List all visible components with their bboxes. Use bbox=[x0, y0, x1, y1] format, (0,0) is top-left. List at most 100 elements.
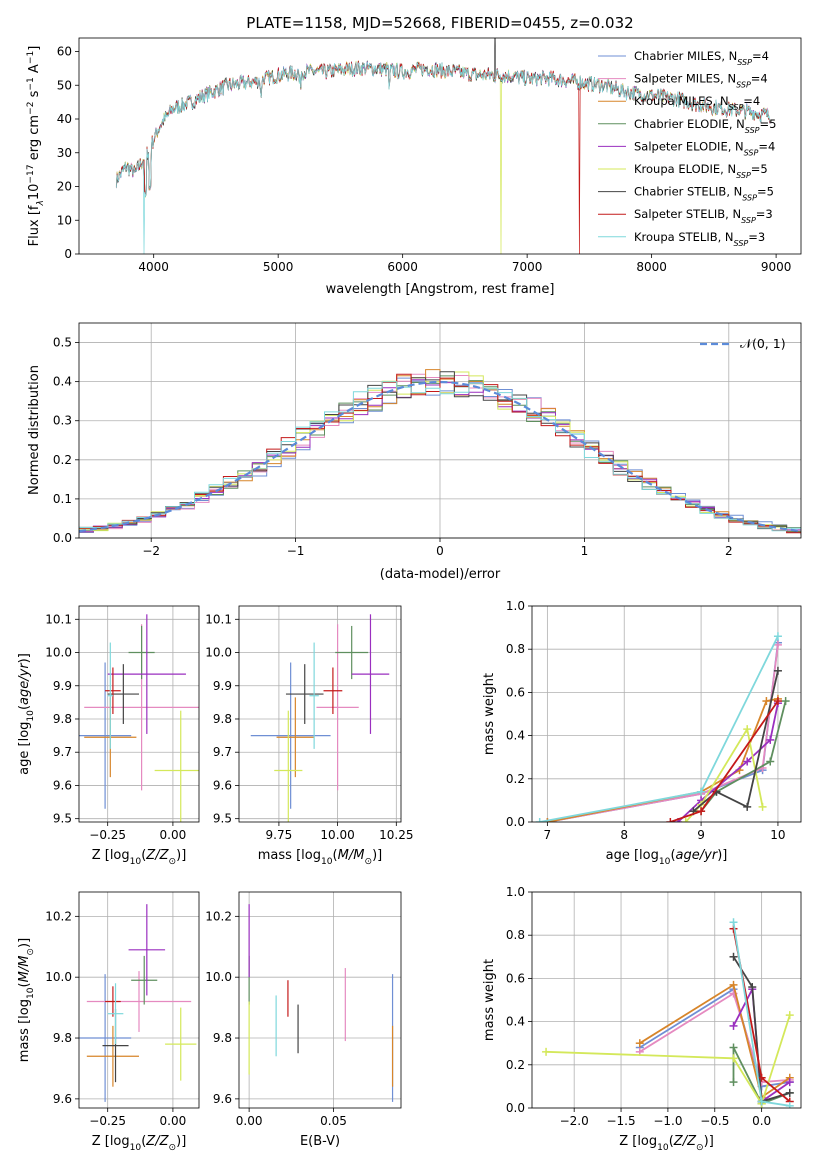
age_vs_Z-errorbars bbox=[79, 614, 199, 822]
weight_vs_Z-xlabel: Z [log10(Z/Z⊙)] bbox=[619, 1134, 714, 1153]
legend-entry-7: Chabrier STELIB, NSSP=5 bbox=[634, 185, 774, 203]
y-tick-label: 9.8 bbox=[53, 712, 72, 726]
x-tick-label: 0.0 bbox=[752, 1114, 771, 1128]
y-tick-label: 10.0 bbox=[45, 646, 72, 660]
weight-line-2 bbox=[547, 644, 779, 822]
weight_vs_Z-frame bbox=[531, 891, 802, 1109]
x-tick-label: −1.5 bbox=[606, 1114, 635, 1128]
weight_vs_age-lines bbox=[535, 632, 790, 822]
y-tick-label: 9.5 bbox=[53, 812, 72, 826]
x-tick-label: 10.25 bbox=[379, 828, 413, 842]
residuals-frame bbox=[78, 322, 802, 539]
spectrum-series-9 bbox=[115, 61, 771, 254]
plot-layer: 4000 5000 6000 7000 8000 90000102030405060wav… bbox=[17, 37, 802, 1153]
x-tick-label: 0.00 bbox=[160, 828, 187, 842]
spectrum-lines bbox=[115, 38, 771, 254]
y-tick-label: 10.2 bbox=[45, 909, 72, 923]
spectrum-axes: 4000 5000 6000 7000 8000 9000 0 10 20 30 40 50 60 bbox=[57, 45, 792, 275]
y-tick-label: 0 bbox=[64, 247, 72, 261]
x-tick-label: 1 bbox=[581, 544, 589, 558]
weight_vs_age-ylabel: mass weight bbox=[482, 673, 497, 755]
legend-entry-9: Kroupa STELIB, NSSP=3 bbox=[634, 230, 765, 248]
x-tick-label: 2 bbox=[725, 544, 733, 558]
mass_vs_EBV-xlabel: E(B-V) bbox=[300, 1134, 340, 1149]
age_vs_Z-frame bbox=[78, 605, 200, 823]
legend-entry-4: Chabrier ELODIE, NSSP=5 bbox=[634, 117, 776, 135]
x-tick-label: 0.00 bbox=[236, 1114, 263, 1128]
y-tick-label: 10 bbox=[57, 213, 72, 227]
x-tick-label: 8000 bbox=[636, 260, 667, 274]
spectrum-series-8 bbox=[115, 60, 771, 254]
age_vs_mass-xlabel: mass [log10(M/M⊙)] bbox=[258, 848, 382, 867]
weight_vs_age-xlabel: age [log10(age/yr)] bbox=[606, 848, 728, 867]
gaussian-curve bbox=[79, 380, 801, 533]
spectrum-ylabel: Flux [fλ10−17 erg cm−2 s−1 A−1] bbox=[26, 46, 46, 247]
y-tick-label: 0.2 bbox=[506, 1058, 525, 1072]
x-tick-label: 9000 bbox=[761, 260, 792, 274]
x-tick-label: −0.5 bbox=[700, 1114, 729, 1128]
y-tick-label: 30 bbox=[57, 146, 72, 160]
residual-ylabel: Normed distribution bbox=[27, 365, 42, 495]
x-tick-label: −1.0 bbox=[653, 1114, 682, 1128]
y-tick-label: 10.1 bbox=[205, 612, 232, 626]
residual-histograms bbox=[79, 369, 801, 536]
y-tick-label: 0.6 bbox=[506, 971, 525, 985]
legend-entry-6: Kroupa ELODIE, NSSP=5 bbox=[634, 162, 768, 180]
y-tick-label: 9.5 bbox=[213, 812, 232, 826]
x-tick-label: 9.75 bbox=[266, 828, 293, 842]
y-tick-label: 10.1 bbox=[45, 612, 72, 626]
mass_vs_EBV-frame bbox=[238, 891, 402, 1109]
mass_vs_Z-xlabel: Z [log10(Z/Z⊙)] bbox=[92, 1134, 187, 1153]
weight-line-9 bbox=[539, 635, 779, 822]
x-tick-label: 7000 bbox=[512, 260, 543, 274]
weight_vs_Z-ylabel: mass weight bbox=[482, 959, 497, 1041]
y-tick-label: 9.8 bbox=[53, 1031, 72, 1045]
x-tick-label: −2 bbox=[142, 544, 160, 558]
y-tick-label: 0.4 bbox=[53, 375, 72, 389]
x-tick-label: 6000 bbox=[387, 260, 418, 274]
y-tick-label: 9.9 bbox=[53, 679, 72, 693]
x-tick-label: 0 bbox=[436, 544, 444, 558]
weight-line-4 bbox=[732, 1047, 791, 1105]
y-tick-label: 1.0 bbox=[506, 599, 525, 613]
residuals-axes: −2 −1 0 1 2 0.0 0.1 0.2 0.3 0.4 0.5 bbox=[53, 323, 801, 558]
weight-line-3 bbox=[547, 698, 779, 822]
y-tick-label: 9.7 bbox=[53, 745, 72, 759]
mass_vs_EBV-axes: 0.00 0.05 9.6 9.8 10.0 10.2 bbox=[205, 892, 401, 1128]
legend-entry-2: Salpeter MILES, NSSP=4 bbox=[634, 72, 768, 90]
spectrum-frame bbox=[78, 37, 802, 255]
x-tick-label: −1 bbox=[287, 544, 305, 558]
y-tick-label: 9.6 bbox=[213, 778, 232, 792]
weight_vs_Z-axes: −2.0 −1.5 −1.0 −0.5 0.0 0.0 0.2 0.4 0.6 0.8 1.0 bbox=[506, 885, 801, 1128]
y-tick-label: 10.0 bbox=[45, 970, 72, 984]
weight_vs_age-frame bbox=[531, 605, 802, 823]
y-tick-label: 0.0 bbox=[506, 815, 525, 829]
x-tick-label: 10 bbox=[770, 828, 785, 842]
residual-xlabel: (data-model)/error bbox=[380, 567, 501, 582]
age_vs_mass-errorbars bbox=[250, 614, 390, 822]
weight-line-7 bbox=[692, 670, 779, 812]
y-tick-label: 60 bbox=[57, 45, 72, 59]
y-tick-label: 0.2 bbox=[506, 772, 525, 786]
age_vs_mass-frame bbox=[238, 605, 402, 823]
x-tick-label: −0.25 bbox=[89, 1114, 126, 1128]
spectrum-legend: Chabrier MILES, NSSP=4 Salpeter MILES, NS… bbox=[598, 49, 776, 247]
x-tick-label: 7 bbox=[544, 828, 552, 842]
x-tick-label: 0.05 bbox=[320, 1114, 347, 1128]
y-tick-label: 0.1 bbox=[53, 492, 72, 506]
y-tick-label: 10.0 bbox=[205, 970, 232, 984]
y-tick-label: 0.3 bbox=[53, 414, 72, 428]
y-tick-label: 20 bbox=[57, 180, 72, 194]
weight-line-3 bbox=[639, 983, 791, 1099]
y-tick-label: 1.0 bbox=[506, 885, 525, 899]
age_vs_Z-ylabel: age [log10(age/yr)] bbox=[17, 653, 36, 775]
legend-gaussian-label: 𝒩(0, 1) bbox=[740, 336, 786, 351]
mass_vs_Z-axes: −0.25 0.00 9.6 9.8 10.0 10.2 bbox=[45, 892, 199, 1128]
spectrum-xlabel: wavelength [Angstrom, rest frame] bbox=[326, 282, 555, 297]
x-tick-label: −0.25 bbox=[89, 828, 126, 842]
y-tick-label: 0.0 bbox=[506, 1101, 525, 1115]
x-tick-label: −2.0 bbox=[560, 1114, 589, 1128]
y-tick-label: 10.0 bbox=[205, 646, 232, 660]
y-tick-label: 0.2 bbox=[53, 453, 72, 467]
